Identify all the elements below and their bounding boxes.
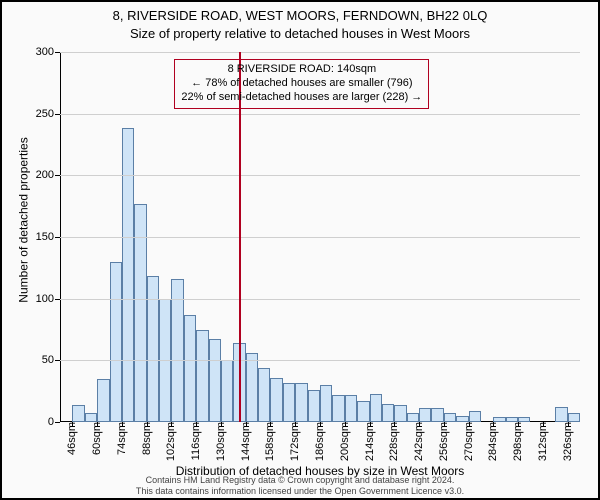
y-axis-label: Number of detached properties [17,137,31,302]
y-tick [55,422,60,423]
histogram-bar [469,411,481,422]
y-tick [55,52,60,53]
y-tick-label: 300 [14,46,54,58]
gridline [60,360,580,361]
gridline [60,299,580,300]
annotation-line-2: ← 78% of detached houses are smaller (79… [181,77,422,91]
annotation-line-1: 8 RIVERSIDE ROAD: 140sqm [181,63,422,77]
histogram-bar [419,408,431,422]
y-tick-label: 200 [14,169,54,181]
y-tick-label: 0 [14,416,54,428]
chart-title-description: Size of property relative to detached ho… [2,26,598,41]
chart-title-address: 8, RIVERSIDE ROAD, WEST MOORS, FERNDOWN,… [2,8,598,23]
gridline [60,52,580,53]
histogram-bar [85,413,97,422]
histogram-bar [283,383,295,422]
y-tick [55,175,60,176]
histogram-bar [431,408,443,422]
y-axis-label-wrap: Number of detached properties [16,2,32,438]
y-tick [55,237,60,238]
footer-attribution: Contains HM Land Registry data © Crown c… [2,475,598,496]
histogram-bar [196,330,208,423]
histogram-bar [320,385,332,422]
histogram-bar [171,279,183,422]
histogram-bar [246,353,258,422]
histogram-bar [184,315,196,422]
histogram-bar [97,379,109,422]
annotation-line-3: 22% of semi-detached houses are larger (… [181,91,422,105]
histogram-bar [555,407,567,422]
y-tick [55,360,60,361]
y-tick-label: 250 [14,108,54,120]
histogram-bar [394,405,406,422]
y-tick-label: 50 [14,354,54,366]
plot-area: 05010015020025030046sqm60sqm74sqm88sqm10… [60,52,580,422]
histogram-bar [110,262,122,422]
gridline [60,237,580,238]
footer-line-1: Contains HM Land Registry data © Crown c… [2,475,598,485]
histogram-bar [407,413,419,422]
y-tick [55,299,60,300]
y-tick [55,114,60,115]
histogram-bar [295,383,307,422]
y-tick-label: 150 [14,231,54,243]
histogram-bar [270,378,282,422]
histogram-bar [122,128,134,422]
histogram-bar [370,394,382,422]
histogram-bar [357,401,369,422]
gridline [60,114,580,115]
histogram-bar [209,339,221,422]
histogram-bar [444,413,456,422]
y-tick-label: 100 [14,293,54,305]
figure-container: 8, RIVERSIDE ROAD, WEST MOORS, FERNDOWN,… [0,0,600,500]
histogram-bar [72,405,84,422]
histogram-bar [568,413,580,422]
histogram-bar [221,360,233,422]
histogram-bar [332,395,344,422]
footer-line-2: This data contains information licensed … [2,486,598,496]
histogram-bar [345,395,357,422]
histogram-bar [382,404,394,423]
gridline [60,175,580,176]
histogram-bar [258,368,270,422]
annotation-box: 8 RIVERSIDE ROAD: 140sqm← 78% of detache… [174,59,429,108]
histogram-bar [308,390,320,422]
